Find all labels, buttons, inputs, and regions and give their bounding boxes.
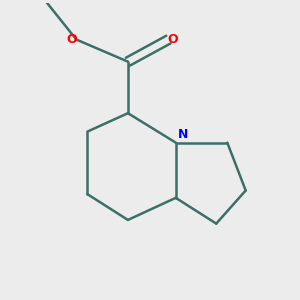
Text: N: N: [178, 128, 188, 141]
Text: O: O: [167, 33, 178, 46]
Text: O: O: [67, 33, 77, 46]
